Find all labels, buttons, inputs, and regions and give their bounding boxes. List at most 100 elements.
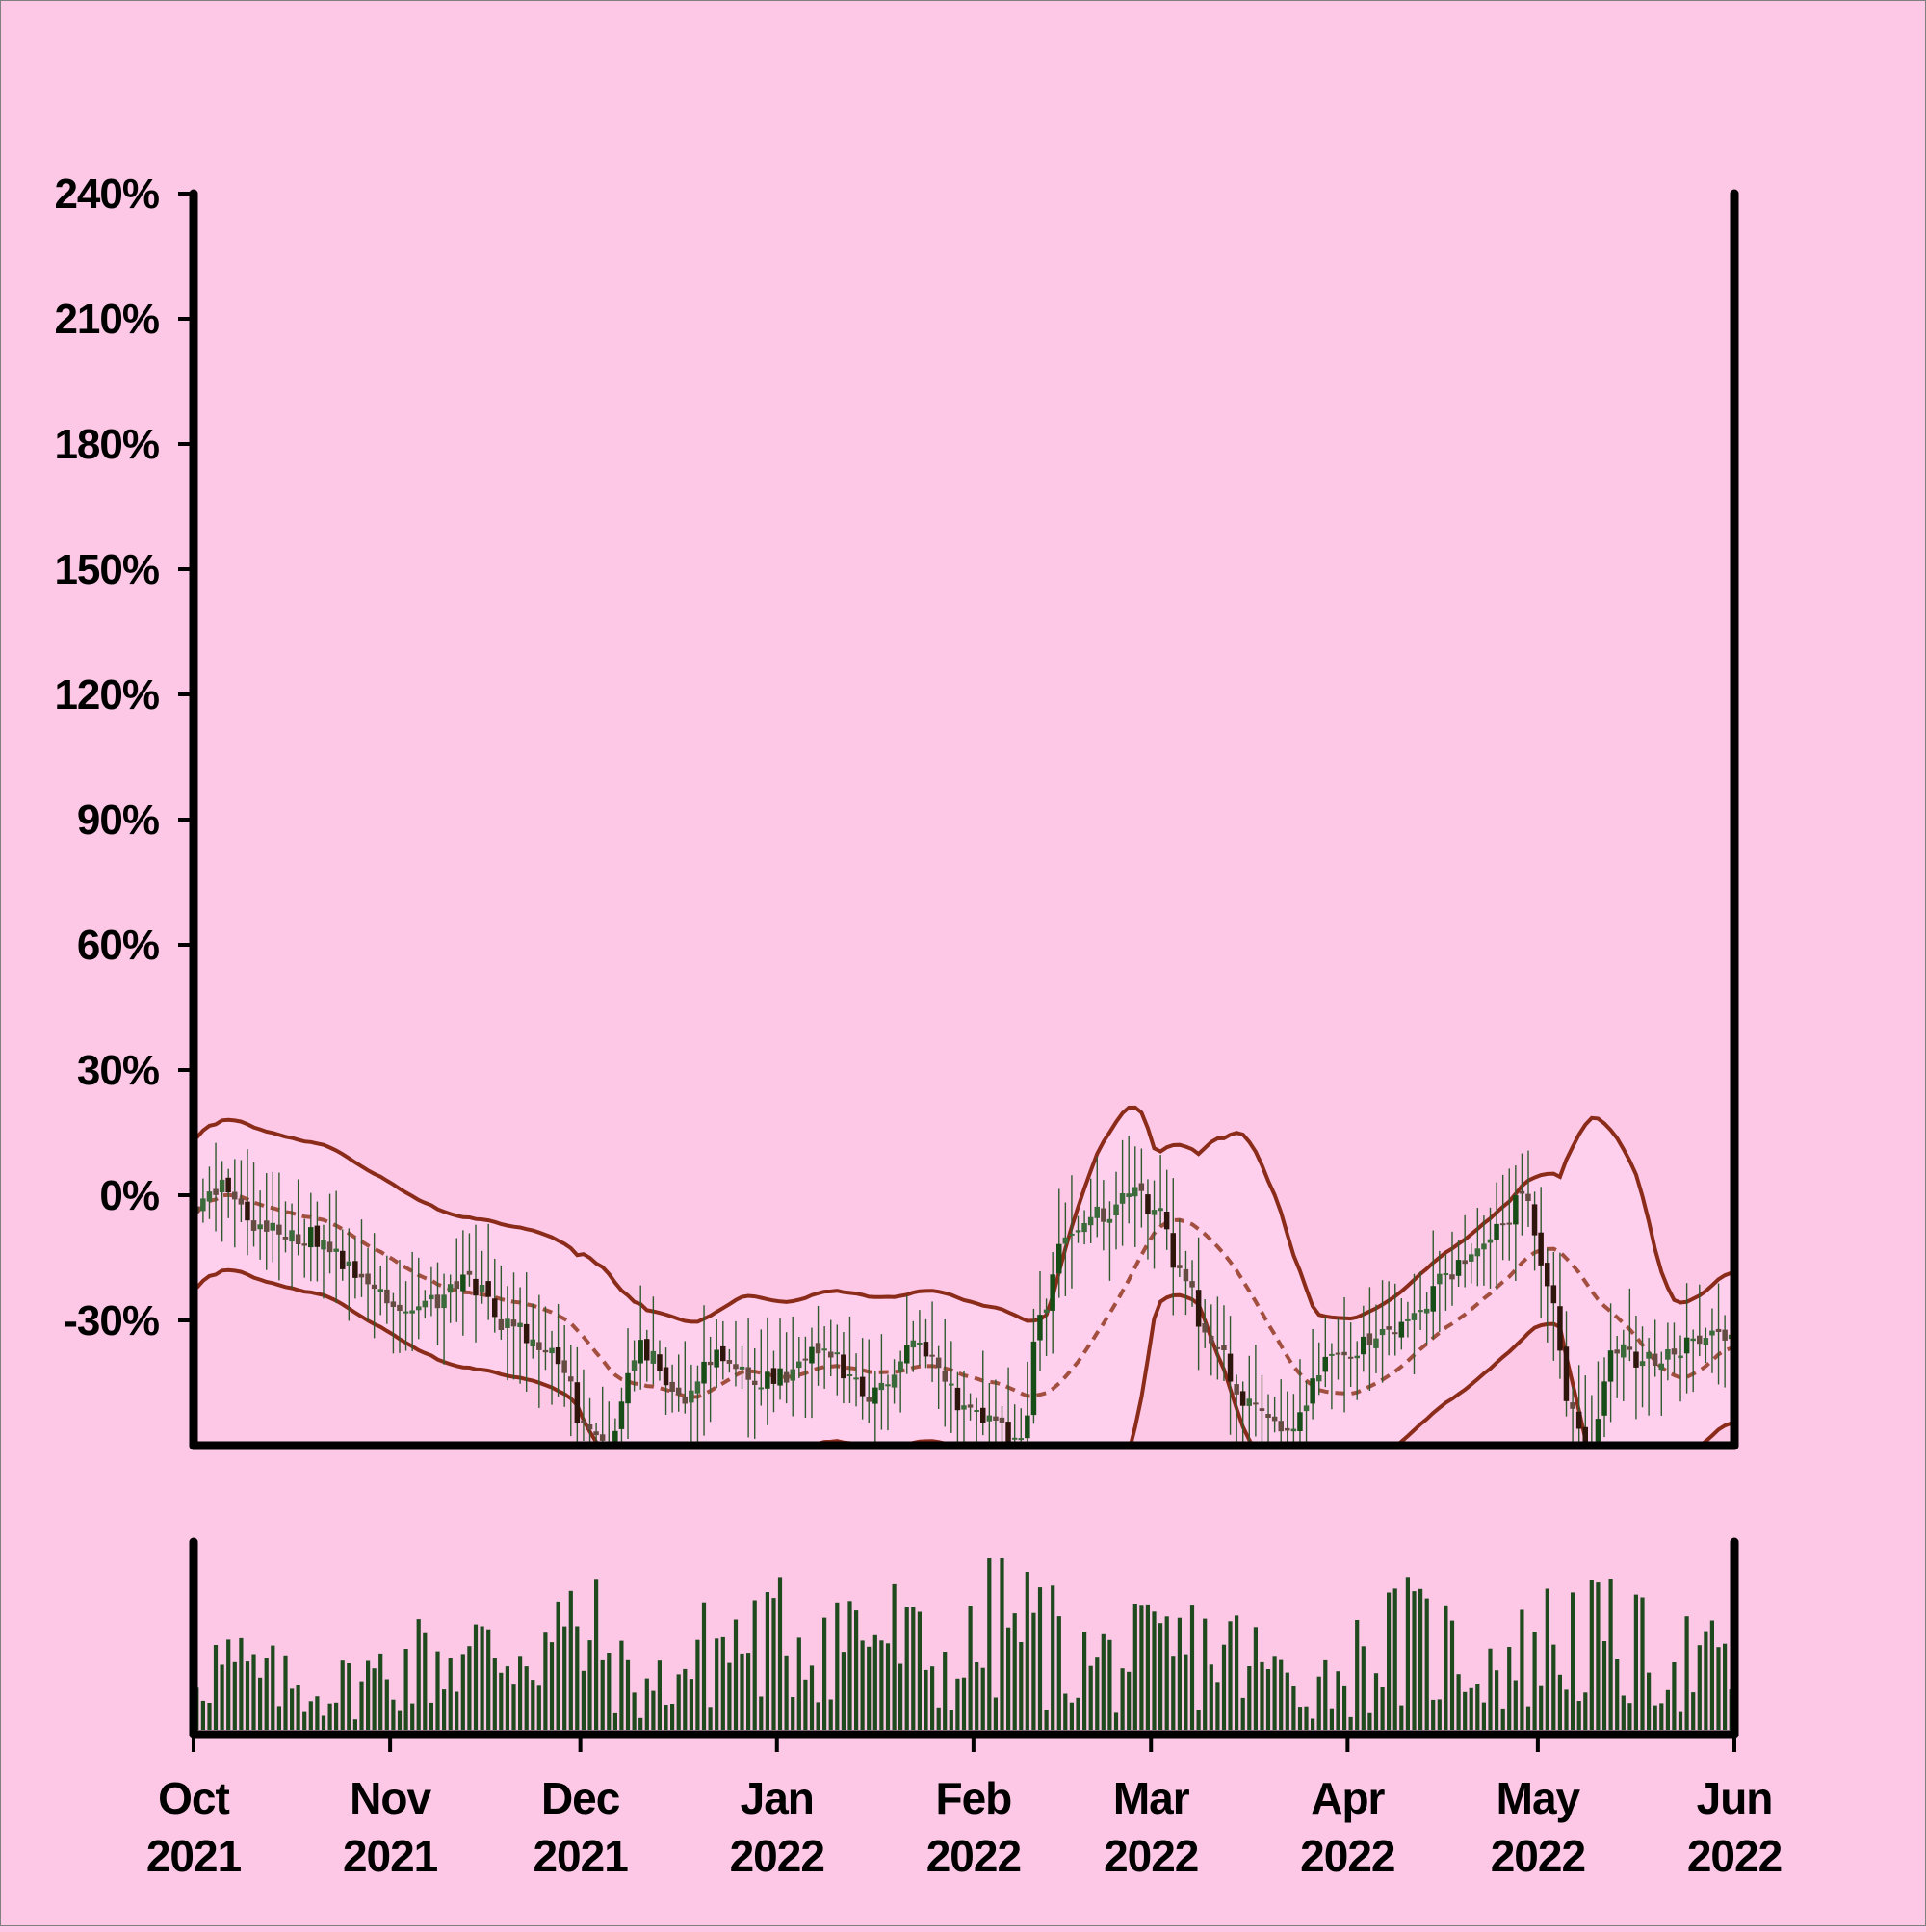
volume-bar — [1025, 1572, 1029, 1730]
volume-bar — [1253, 1627, 1258, 1730]
candle-down — [815, 1343, 821, 1354]
volume-bar — [1684, 1616, 1689, 1730]
candle-down — [1627, 1346, 1633, 1350]
candle-down — [993, 1416, 999, 1421]
candle-up — [1132, 1187, 1138, 1197]
volume-bar — [1444, 1605, 1448, 1730]
candle-down — [434, 1294, 441, 1309]
candle-up — [549, 1347, 555, 1354]
volume-bar — [397, 1710, 403, 1730]
candle-down — [663, 1367, 669, 1386]
volume-bar — [403, 1649, 408, 1730]
volume-bar — [423, 1632, 428, 1730]
volume-bar — [664, 1705, 668, 1730]
volume-bar — [1539, 1685, 1544, 1730]
candle-down — [1253, 1402, 1259, 1405]
candle-down — [967, 1404, 974, 1408]
volume-bar — [1051, 1585, 1055, 1730]
volume-bar — [1088, 1665, 1093, 1730]
volume-bar — [1235, 1615, 1239, 1730]
volume-bar — [258, 1677, 263, 1730]
volume-bar — [460, 1654, 465, 1730]
volume-bar — [536, 1685, 541, 1730]
volume-bar — [499, 1672, 504, 1730]
volume-bar — [372, 1668, 377, 1730]
volume-bar — [949, 1710, 953, 1730]
candle-down — [245, 1201, 250, 1221]
volume-bar — [1392, 1588, 1397, 1730]
volume-bar — [327, 1703, 332, 1730]
candle-up — [1601, 1381, 1607, 1416]
candle-up — [1361, 1336, 1366, 1355]
volume-bar — [283, 1655, 288, 1730]
volume-bar — [315, 1696, 320, 1730]
volume-bar — [232, 1661, 237, 1730]
candle-up — [917, 1343, 923, 1345]
volume-bar — [1551, 1644, 1556, 1730]
candle-up — [1621, 1344, 1627, 1358]
candle-down — [561, 1360, 567, 1373]
candle-down — [770, 1368, 777, 1384]
candle-down — [720, 1345, 726, 1362]
x-tick-month-label: Jan — [741, 1773, 814, 1823]
volume-bar — [207, 1703, 212, 1730]
volume-bar — [1076, 1697, 1080, 1730]
candle-up — [898, 1361, 903, 1372]
volume-bar — [290, 1688, 295, 1730]
y-tick-label: 240% — [54, 170, 159, 218]
candle-up — [1437, 1273, 1443, 1285]
candle-up — [1011, 1437, 1018, 1440]
candle-up — [891, 1374, 898, 1388]
volume-bar — [1291, 1686, 1296, 1730]
y-tick-label: 30% — [77, 1047, 159, 1094]
y-tick-label: 0% — [99, 1172, 159, 1219]
volume-bar — [955, 1678, 960, 1730]
candle-up — [1113, 1204, 1119, 1215]
volume-bar — [1265, 1669, 1271, 1730]
volume-bar — [715, 1638, 719, 1730]
candle-down — [866, 1397, 872, 1402]
candle-up — [961, 1405, 967, 1410]
volume-bar — [1260, 1661, 1264, 1730]
volume-bar — [1481, 1702, 1486, 1730]
candle-down — [352, 1261, 358, 1278]
candle-down — [1347, 1356, 1354, 1359]
volume-bar — [1456, 1674, 1461, 1730]
candle-up — [1423, 1308, 1430, 1314]
candle-up — [777, 1368, 783, 1386]
volume-bar — [486, 1629, 491, 1730]
candle-up — [885, 1384, 891, 1387]
candle-down — [675, 1387, 682, 1395]
volume-bar — [961, 1677, 967, 1730]
volume-bar — [1716, 1647, 1721, 1730]
candle-up — [1151, 1210, 1158, 1215]
volume-bar — [943, 1652, 948, 1730]
x-tick-year-label: 2022 — [1300, 1831, 1394, 1881]
candle-up — [416, 1306, 422, 1311]
volume-bar — [657, 1660, 662, 1730]
volume-bar — [1304, 1706, 1309, 1730]
candle-up — [1658, 1363, 1664, 1371]
volume-bar — [1678, 1711, 1683, 1730]
volume-bar — [1348, 1716, 1353, 1730]
volume-bar — [1203, 1618, 1208, 1730]
candle-down — [301, 1243, 307, 1246]
volume-bar — [1139, 1605, 1144, 1730]
volume-axes — [189, 1537, 1739, 1739]
volume-bar — [442, 1689, 447, 1730]
x-tick-year-label: 2022 — [1491, 1831, 1585, 1881]
candle-up — [1665, 1349, 1671, 1360]
candle-down — [1499, 1223, 1506, 1226]
volume-bar — [1279, 1659, 1284, 1730]
volume-bar — [1063, 1693, 1068, 1730]
candle-down — [371, 1284, 377, 1290]
volume-bar — [746, 1653, 751, 1730]
candle-up — [1126, 1193, 1132, 1197]
candle-down — [1531, 1204, 1538, 1236]
candle-down — [980, 1407, 986, 1423]
candle-up — [878, 1382, 885, 1391]
candle-down — [568, 1376, 574, 1382]
volume-bar — [1449, 1620, 1455, 1730]
